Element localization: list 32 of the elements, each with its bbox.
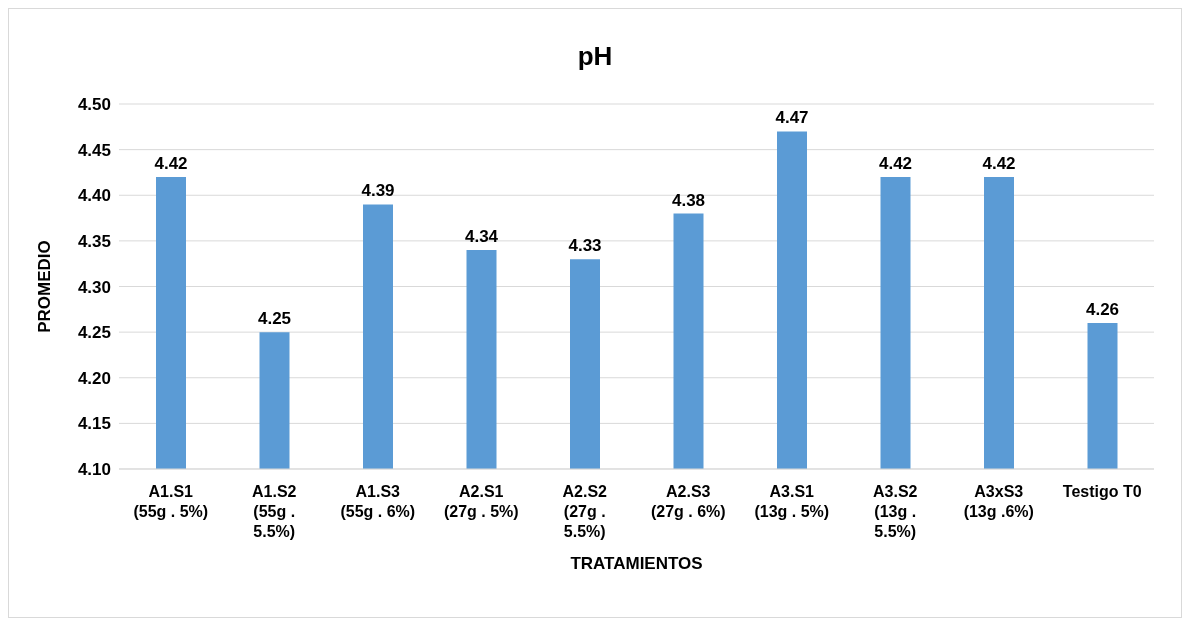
y-tick-label: 4.10	[77, 460, 111, 480]
data-label: 4.39	[361, 181, 395, 201]
data-label: 4.42	[878, 154, 913, 173]
x-tick-label: A3.S2 (13g . 5.5%)	[873, 483, 918, 540]
chart-title: pH	[576, 41, 614, 72]
data-label: 4.42	[982, 154, 1016, 173]
x-tick-label: A1.S1 (55g . 5%)	[133, 483, 209, 520]
y-axis-title: PROMEDIO	[35, 240, 55, 333]
data-label: 4.38	[671, 190, 706, 210]
x-tick-label: A1.S3 (55g . 6%)	[340, 483, 416, 520]
y-tick-label: 4.35	[77, 231, 111, 251]
y-tick-label: 4.45	[77, 140, 111, 160]
data-label: 4.47	[775, 108, 809, 128]
data-label: 4.33	[568, 236, 602, 256]
data-label: 4.42	[154, 154, 188, 173]
y-tick-label: 4.20	[77, 368, 111, 388]
data-label: 4.34	[464, 227, 499, 246]
y-tick-label: 4.25	[77, 323, 111, 343]
y-tick-label: 4.15	[77, 414, 111, 434]
y-tick-label: 4.40	[77, 186, 111, 206]
data-label: 4.25	[257, 309, 292, 329]
x-tick-label: A2.S3 (27g . 6%)	[650, 483, 726, 520]
x-tick-label: A3xS3 (13g .6%)	[963, 483, 1034, 520]
x-tick-label: A1.S2 (55g . 5.5%)	[252, 483, 297, 540]
data-label: 4.26	[1085, 300, 1120, 319]
y-tick-label: 4.50	[77, 95, 111, 115]
y-tick-label: 4.30	[77, 277, 111, 297]
x-tick-label: A3.S1 (13g . 5%)	[754, 483, 830, 520]
x-tick-label: A2.S2 (27g . 5.5%)	[562, 483, 608, 540]
x-tick-label: A2.S1 (27g . 5%)	[443, 483, 519, 520]
x-axis-title: TRATAMIENTOS	[570, 554, 703, 573]
x-tick-label: Testigo T0	[1062, 483, 1142, 500]
